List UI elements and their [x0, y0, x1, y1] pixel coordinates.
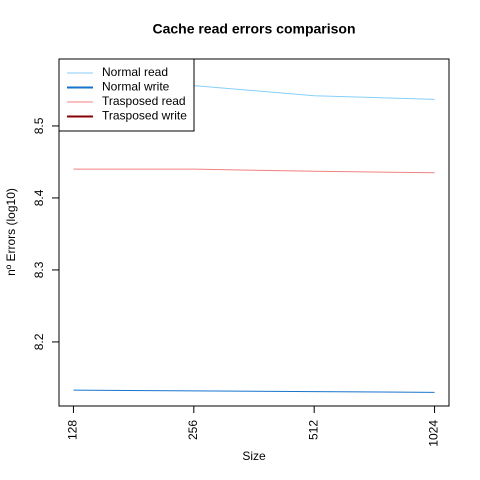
legend-label: Normal read [102, 65, 168, 79]
legend-label: Trasposed read [102, 94, 186, 108]
series-line [73, 168, 435, 174]
x-tick-label: 256 [186, 420, 200, 440]
y-tick-label: 8.2 [32, 333, 46, 350]
y-axis-label: nº Errors (log10) [4, 188, 18, 276]
legend-label: Normal write [102, 80, 170, 94]
y-tick-label: 8.3 [32, 261, 46, 278]
x-tick-label: 512 [306, 420, 320, 440]
x-tick-label: 1024 [427, 420, 441, 447]
series-line [73, 389, 435, 393]
legend-label: Trasposed write [102, 109, 187, 123]
legend-box [58, 58, 195, 132]
x-tick-label: 128 [66, 420, 80, 440]
x-axis-label: Size [242, 449, 266, 463]
y-tick-label: 8.5 [32, 117, 46, 134]
y-tick-label: 8.4 [32, 189, 46, 206]
plot-box [58, 58, 450, 407]
chart-title: Cache read errors comparison [152, 21, 355, 37]
